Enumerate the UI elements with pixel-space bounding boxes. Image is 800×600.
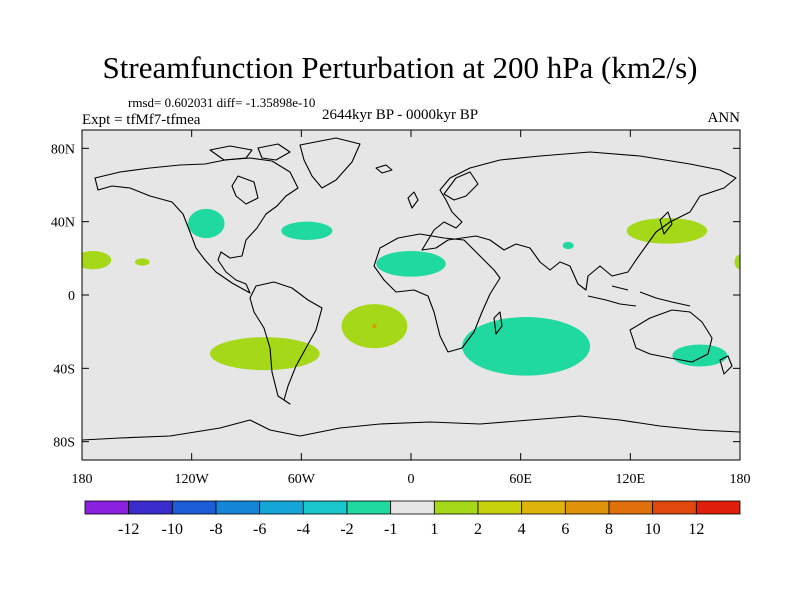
y-tick-label: 40S: [53, 362, 75, 377]
coast-new-zealand: [719, 355, 733, 375]
coast-scandinavia: [443, 171, 479, 201]
colorbar-bin: [259, 500, 304, 515]
coast-south-america: [249, 281, 323, 405]
anomaly-region-pacific-east-edge: [734, 254, 740, 270]
colorbar-bin: [302, 500, 348, 515]
y-tick-label: 40N: [51, 216, 75, 231]
colorbar-bin: [433, 500, 479, 515]
period-label: 2644kyr BP - 0000kyr BP: [322, 107, 479, 123]
anomaly-region-south-america-band: [209, 337, 320, 371]
anomaly-region-pacific-180-edge: [82, 251, 112, 270]
stats-text: rmsd= 0.602031 diff= -1.35898e-10: [128, 95, 316, 110]
season-label: ANN: [707, 110, 741, 126]
colorbar-bin: [171, 500, 217, 515]
colorbar-label: -8: [209, 521, 222, 538]
colorbar-bin: [652, 500, 697, 515]
coast-indonesia: [587, 285, 691, 307]
colorbar-bin: [346, 500, 392, 515]
anomaly-region-indian-ocean: [462, 317, 591, 376]
coast-hudson-bay: [231, 175, 259, 205]
colorbar-bin: [521, 500, 566, 515]
coast-iceland: [375, 164, 393, 174]
colorbar-label: -2: [340, 521, 353, 538]
colorbar-label: 1: [430, 521, 438, 538]
colorbar-bin: [84, 500, 130, 515]
coast-greenland: [299, 137, 361, 189]
x-tick-label: 120E: [616, 472, 646, 487]
coast-eurasia: [421, 151, 737, 291]
anomaly-region-tasman: [672, 344, 728, 367]
colorbar-bin: [128, 500, 173, 515]
coastlines: [82, 137, 740, 441]
colorbar-label: 4: [518, 521, 526, 538]
colorbar-label: -6: [253, 521, 266, 538]
colorbar-bin: [564, 500, 610, 515]
colorbar-bin: [215, 500, 261, 515]
colorbar-label: -1: [384, 521, 397, 538]
coast-australia: [629, 309, 713, 363]
colorbar-label: 6: [561, 521, 569, 538]
coast-japan: [659, 211, 673, 235]
x-tick-label: 0: [408, 472, 415, 487]
colorbar-label: 8: [605, 521, 613, 538]
anomaly-region-pacific-small: [135, 258, 150, 266]
x-tick-label: 180: [72, 472, 93, 487]
y-tick-label: 0: [68, 289, 75, 304]
experiment-label: Expt = tfMf7-tfmea: [82, 112, 201, 128]
coast-arctic-islands: [209, 143, 291, 161]
colorbar-bin: [390, 500, 435, 515]
anomaly-region-arabian-small: [562, 241, 574, 250]
anomaly-region-north-atlantic-west: [281, 221, 333, 240]
y-tick-label: 80S: [53, 436, 75, 451]
colorbar-label: -4: [297, 521, 310, 538]
y-tick-label: 80N: [51, 142, 75, 157]
x-tick-label: 60W: [288, 472, 316, 487]
plot-background: [82, 130, 740, 460]
x-tick-label: 120W: [175, 472, 210, 487]
chart-title: Streamfunction Perturbation at 200 hPa (…: [102, 50, 698, 85]
x-tick-label: 60E: [509, 472, 532, 487]
coast-madagascar: [493, 311, 503, 335]
colorbar-label: -12: [118, 521, 139, 538]
coast-british-isles: [407, 191, 419, 209]
coast-africa: [373, 233, 501, 353]
colorbar-bin: [695, 500, 741, 515]
maximum-marker: [372, 324, 377, 329]
colorbar-label: 12: [688, 521, 704, 538]
colorbar-label: 10: [645, 521, 661, 538]
colorbar-bin: [477, 500, 523, 515]
colorbar-bin: [608, 500, 654, 515]
coast-antarctica: [82, 415, 740, 441]
colorbar-label: -10: [162, 521, 183, 538]
anomaly-region-north-africa: [376, 251, 446, 277]
x-tick-label: 180: [730, 472, 751, 487]
colorbar-label: 2: [474, 521, 482, 538]
anomaly-region-north-pacific-east: [188, 208, 225, 239]
